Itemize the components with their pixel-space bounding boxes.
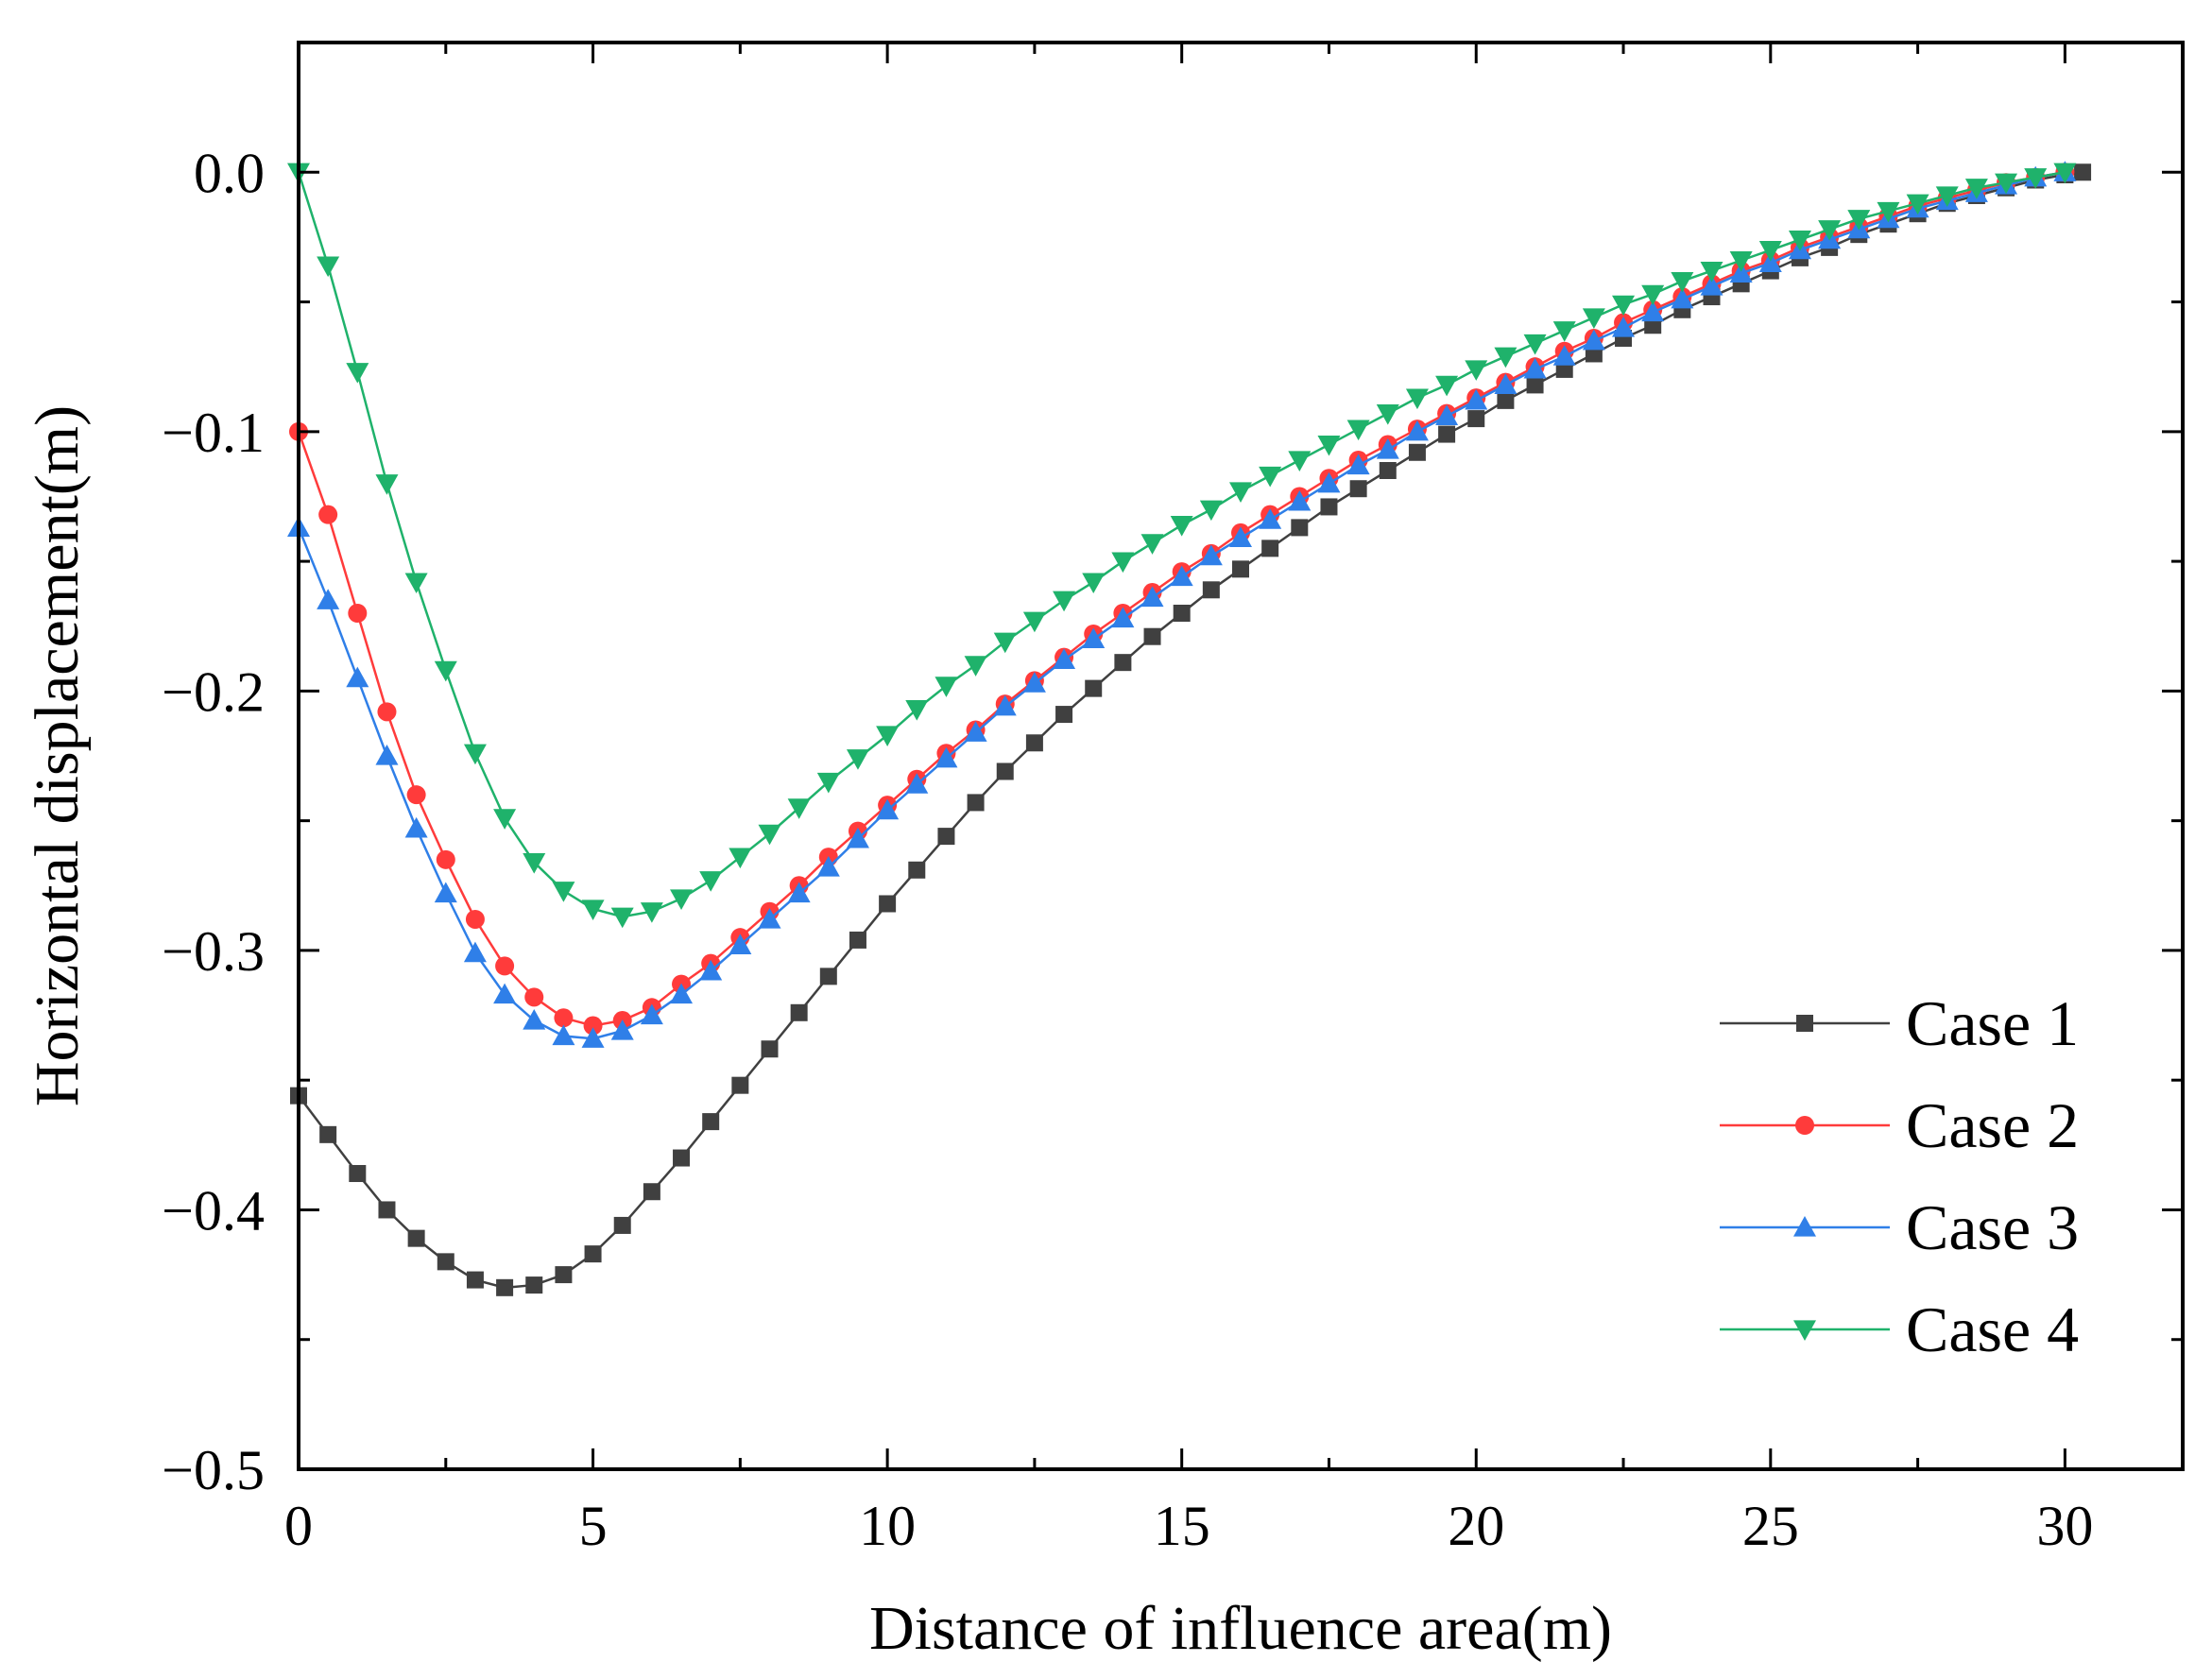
x-tick-label: 20 (1448, 1495, 1504, 1557)
legend-label: Case 4 (1906, 1294, 2079, 1365)
y-tick-label: −0.4 (162, 1179, 265, 1242)
data-point (585, 1245, 602, 1262)
data-point (731, 1077, 748, 1094)
data-point (318, 505, 337, 524)
data-point (1291, 519, 1308, 536)
data-point (849, 932, 866, 949)
data-point (1144, 628, 1161, 645)
data-point (319, 1126, 336, 1143)
legend-label: Case 2 (1906, 1089, 2079, 1161)
data-point (348, 604, 367, 623)
data-point (1114, 654, 1131, 671)
data-point (1261, 540, 1278, 557)
data-point (407, 785, 426, 804)
x-tick-label: 0 (284, 1495, 313, 1557)
y-tick-label: −0.3 (162, 920, 265, 983)
data-point (820, 968, 837, 985)
data-point (791, 1004, 808, 1021)
data-point (614, 1217, 631, 1234)
legend-label: Case 3 (1906, 1191, 2079, 1263)
y-tick-label: −0.1 (162, 402, 265, 464)
data-point (467, 1272, 484, 1289)
x-tick-label: 15 (1154, 1495, 1210, 1557)
data-point (437, 1253, 454, 1270)
y-tick-label: −0.2 (162, 660, 265, 723)
data-point (554, 1008, 573, 1027)
data-point (466, 910, 485, 929)
x-tick-label: 25 (1742, 1495, 1799, 1557)
legend-marker (1795, 1116, 1814, 1135)
line-chart: 0 5 10 15 20 25 30 0.0 −0.1 −0.2 −0.3 −0.4 −0.5 Dist… (0, 0, 2212, 1679)
data-point (1174, 605, 1191, 622)
data-point (377, 702, 396, 721)
data-point (437, 850, 455, 869)
x-tick-label: 10 (859, 1495, 916, 1557)
data-point (908, 862, 925, 879)
data-point (673, 1150, 690, 1167)
data-point (1350, 480, 1367, 497)
data-point (968, 794, 985, 811)
data-point (495, 956, 514, 975)
y-axis-title: Horizontal displacement(m) (23, 405, 92, 1106)
data-point (555, 1266, 572, 1283)
data-point (997, 762, 1014, 780)
x-tick-label: 5 (579, 1495, 608, 1557)
data-point (1055, 706, 1072, 723)
legend-marker (1796, 1015, 1813, 1032)
data-point (1409, 444, 1426, 461)
y-tick-label: −0.5 (162, 1439, 265, 1501)
data-point (1085, 680, 1102, 697)
data-point (937, 828, 954, 845)
data-point (762, 1040, 779, 1057)
data-point (1203, 581, 1220, 598)
x-tick-label: 30 (2036, 1495, 2093, 1557)
chart-background (0, 0, 2212, 1679)
data-point (1438, 426, 1455, 443)
legend-label: Case 1 (1906, 987, 2079, 1059)
x-axis-title: Distance of influence area(m) (869, 1594, 1612, 1663)
data-point (643, 1183, 660, 1200)
data-point (1497, 392, 1514, 409)
data-point (1232, 560, 1249, 577)
data-point (2074, 163, 2091, 180)
data-point (496, 1279, 513, 1296)
data-point (1527, 376, 1544, 393)
data-point (1026, 734, 1043, 751)
data-point (524, 987, 543, 1006)
data-point (378, 1201, 395, 1218)
data-point (349, 1165, 366, 1182)
data-point (408, 1230, 425, 1247)
data-point (1467, 410, 1484, 427)
data-point (879, 895, 896, 912)
data-point (1380, 462, 1397, 479)
data-point (702, 1113, 719, 1130)
y-tick-label: 0.0 (194, 142, 265, 204)
data-point (1320, 498, 1337, 515)
data-point (525, 1276, 542, 1294)
